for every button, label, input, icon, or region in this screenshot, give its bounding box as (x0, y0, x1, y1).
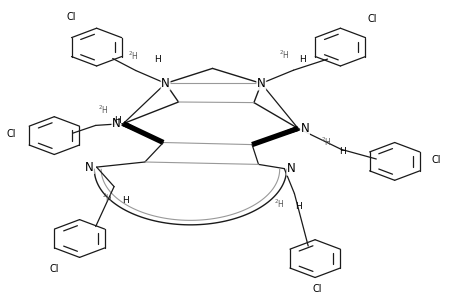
Text: H: H (339, 147, 346, 156)
Text: Cl: Cl (50, 264, 59, 274)
Text: H: H (114, 116, 121, 125)
Text: $^2$H: $^2$H (102, 191, 112, 204)
Text: $^2$H: $^2$H (278, 49, 289, 61)
Text: N: N (112, 117, 121, 130)
Text: H: H (298, 55, 305, 64)
Text: N: N (161, 77, 170, 90)
Text: Cl: Cl (431, 155, 441, 165)
Text: H: H (122, 196, 128, 205)
Text: N: N (85, 160, 94, 174)
Text: $^2$H: $^2$H (98, 104, 109, 116)
Polygon shape (121, 122, 163, 142)
Text: Cl: Cl (367, 14, 377, 24)
Polygon shape (252, 127, 299, 145)
Text: $^2$H: $^2$H (320, 135, 331, 148)
Text: N: N (286, 162, 295, 175)
Text: $^2$H: $^2$H (128, 49, 139, 62)
Text: $^2$H: $^2$H (273, 198, 284, 210)
Text: Cl: Cl (6, 129, 16, 139)
Text: Cl: Cl (67, 12, 76, 22)
Text: H: H (294, 202, 301, 211)
Text: H: H (154, 55, 161, 64)
Text: Cl: Cl (312, 284, 321, 294)
Text: N: N (256, 77, 265, 90)
Text: N: N (300, 122, 309, 135)
